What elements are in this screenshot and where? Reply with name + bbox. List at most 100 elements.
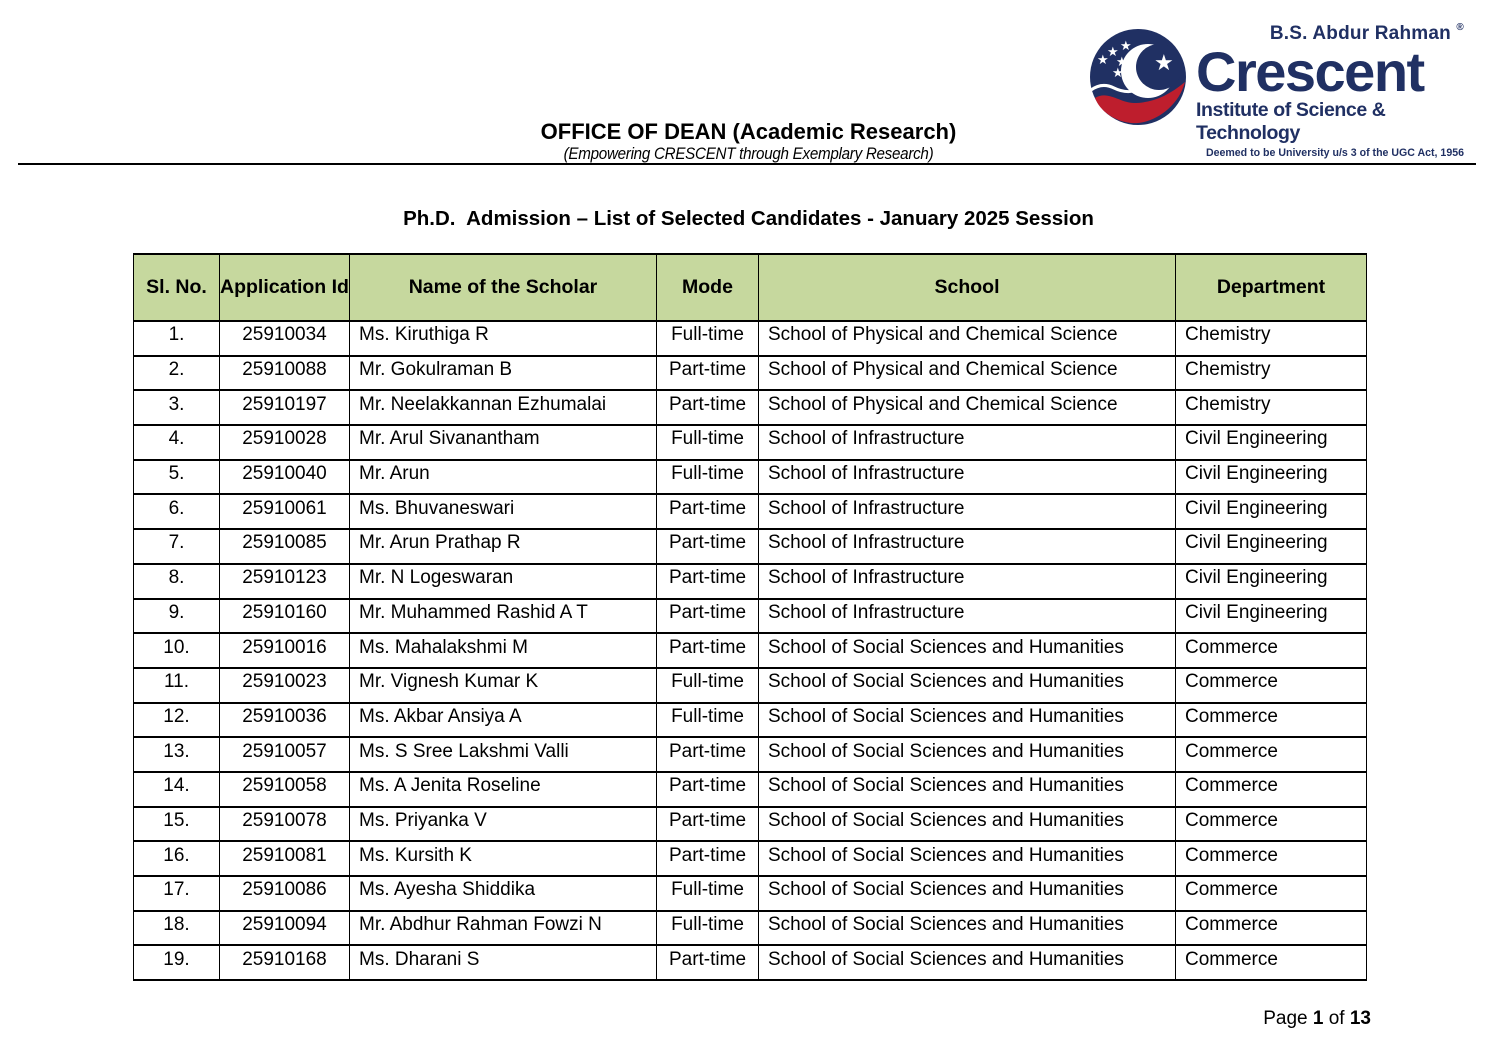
cell-scholar-name: Ms. Mahalakshmi M xyxy=(349,632,657,669)
cell-sl-no: 13. xyxy=(133,736,220,773)
cell-mode: Full-time xyxy=(656,875,759,912)
cell-scholar-name: Mr. Neelakkannan Ezhumalai xyxy=(349,389,657,427)
cell-school: School of Social Sciences and Humanities xyxy=(758,770,1176,808)
cell-school: School of Social Sciences and Humanities xyxy=(758,805,1176,843)
cell-sl-no: 1. xyxy=(133,320,220,357)
cell-school: School of Infrastructure xyxy=(758,458,1176,496)
cell-sl-no: 8. xyxy=(133,562,220,600)
cell-school: School of Social Sciences and Humanities xyxy=(758,875,1176,912)
page-label: Page xyxy=(1263,1008,1308,1029)
cell-sl-no: 7. xyxy=(133,528,220,565)
cell-mode: Full-time xyxy=(656,701,759,739)
cell-department: Civil Engineering xyxy=(1175,562,1367,600)
svg-text:★: ★ xyxy=(1154,51,1174,76)
cell-scholar-name: Ms. Kursith K xyxy=(349,840,657,877)
cell-application-id: 25910160 xyxy=(219,597,350,635)
office-of-dean-heading: OFFICE OF DEAN (Academic Research) xyxy=(540,119,957,144)
header-scholar-name: Name of the Scholar xyxy=(349,253,657,322)
cell-mode: Full-time xyxy=(656,458,759,496)
table-row: 2. 25910088 Mr. Gokulraman B Part-time Schoo… xyxy=(133,354,1367,392)
table-row: 3. 25910197 Mr. Neelakkannan Ezhumalai Part… xyxy=(133,389,1367,427)
cell-department: Commerce xyxy=(1175,805,1367,843)
cell-application-id: 25910081 xyxy=(219,840,350,877)
header-mode: Mode xyxy=(656,253,759,322)
table-row: 1. 25910034 Ms. Kiruthiga R Full-time School… xyxy=(133,320,1367,357)
cell-application-id: 25910040 xyxy=(219,458,350,496)
cell-department: Civil Engineering xyxy=(1175,493,1367,531)
cell-school: School of Physical and Chemical Science xyxy=(758,320,1176,357)
table-row: 18. 25910094 Mr. Abdhur Rahman Fowzi N Full… xyxy=(133,909,1367,947)
header-application-id: Application Id xyxy=(219,253,350,322)
cell-mode: Part-time xyxy=(656,597,759,635)
cell-sl-no: 5. xyxy=(133,458,220,496)
cell-sl-no: 16. xyxy=(133,840,220,877)
cell-department: Commerce xyxy=(1175,736,1367,773)
crescent-emblem-icon: ★ ★ ★ ★ ★ ★ xyxy=(1090,29,1186,125)
cell-application-id: 25910168 xyxy=(219,944,350,982)
cell-mode: Full-time xyxy=(656,666,759,704)
cell-department: Commerce xyxy=(1175,701,1367,739)
cell-sl-no: 6. xyxy=(133,493,220,531)
svg-text:★: ★ xyxy=(1120,39,1132,54)
cell-department: Commerce xyxy=(1175,666,1367,704)
cell-school: School of Physical and Chemical Science xyxy=(758,389,1176,427)
document-title: Ph.D. Admission – List of Selected Candi… xyxy=(403,207,1094,230)
logo-brand-name: Crescent xyxy=(1196,40,1425,103)
cell-sl-no: 11. xyxy=(133,666,220,704)
table-row: 19. 25910168 Ms. Dharani S Part-time School … xyxy=(133,944,1367,982)
cell-application-id: 25910034 xyxy=(219,320,350,357)
cell-scholar-name: Mr. Muhammed Rashid A T xyxy=(349,597,657,635)
selected-candidates-table: Sl. No. Application Id Name of the Schol… xyxy=(133,253,1367,982)
cell-school: School of Social Sciences and Humanities xyxy=(758,944,1176,982)
table-row: 16. 25910081 Ms. Kursith K Part-time School … xyxy=(133,840,1367,877)
svg-text:★: ★ xyxy=(1097,53,1109,68)
svg-text:★: ★ xyxy=(1112,66,1124,81)
cell-sl-no: 9. xyxy=(133,597,220,635)
cell-application-id: 25910088 xyxy=(219,354,350,392)
cell-school: School of Social Sciences and Humanities xyxy=(758,632,1176,669)
table-row: 5. 25910040 Mr. Arun Full-time School of Inf… xyxy=(133,458,1367,496)
cell-scholar-name: Ms. Bhuvaneswari xyxy=(349,493,657,531)
cell-mode: Part-time xyxy=(656,562,759,600)
cell-mode: Part-time xyxy=(656,736,759,773)
cell-sl-no: 15. xyxy=(133,805,220,843)
table-row: 8. 25910123 Mr. N Logeswaran Part-time Schoo… xyxy=(133,562,1367,600)
cell-department: Commerce xyxy=(1175,632,1367,669)
cell-department: Commerce xyxy=(1175,770,1367,808)
logo-brand-owner: B.S. Abdur Rahman ® xyxy=(1269,22,1464,44)
cell-scholar-name: Mr. Abdhur Rahman Fowzi N xyxy=(349,909,657,947)
table-row: 12. 25910036 Ms. Akbar Ansiya A Full-time Sc… xyxy=(133,701,1367,739)
cell-scholar-name: Mr. Arun xyxy=(349,458,657,496)
cell-department: Civil Engineering xyxy=(1175,424,1367,461)
cell-application-id: 25910197 xyxy=(219,389,350,427)
cell-school: School of Infrastructure xyxy=(758,597,1176,635)
table-row: 11. 25910023 Mr. Vignesh Kumar K Full-time S… xyxy=(133,666,1367,704)
table-body: 1. 25910034 Ms. Kiruthiga R Full-time School… xyxy=(133,320,1367,982)
cell-mode: Part-time xyxy=(656,493,759,531)
cell-school: School of Social Sciences and Humanities xyxy=(758,736,1176,773)
cell-mode: Part-time xyxy=(656,528,759,565)
cell-department: Chemistry xyxy=(1175,320,1367,357)
cell-application-id: 25910058 xyxy=(219,770,350,808)
cell-department: Chemistry xyxy=(1175,354,1367,392)
cell-school: School of Infrastructure xyxy=(758,562,1176,600)
cell-department: Commerce xyxy=(1175,840,1367,877)
letterhead-tagline: (Empowering CRESCENT through Exemplary R… xyxy=(563,145,934,163)
cell-scholar-name: Mr. Arun Prathap R xyxy=(349,528,657,565)
cell-scholar-name: Ms. Dharani S xyxy=(349,944,657,982)
cell-mode: Full-time xyxy=(656,320,759,357)
cell-school: School of Physical and Chemical Science xyxy=(758,354,1176,392)
cell-school: School of Social Sciences and Humanities xyxy=(758,701,1176,739)
table-header-row: Sl. No. Application Id Name of the Schol… xyxy=(133,253,1367,322)
cell-department: Chemistry xyxy=(1175,389,1367,427)
cell-department: Civil Engineering xyxy=(1175,458,1367,496)
cell-department: Civil Engineering xyxy=(1175,597,1367,635)
cell-mode: Part-time xyxy=(656,805,759,843)
cell-mode: Part-time xyxy=(656,944,759,982)
cell-sl-no: 19. xyxy=(133,944,220,982)
cell-application-id: 25910123 xyxy=(219,562,350,600)
table-row: 13. 25910057 Ms. S Sree Lakshmi Valli Part-… xyxy=(133,736,1367,773)
cell-department: Commerce xyxy=(1175,909,1367,947)
cell-sl-no: 3. xyxy=(133,389,220,427)
